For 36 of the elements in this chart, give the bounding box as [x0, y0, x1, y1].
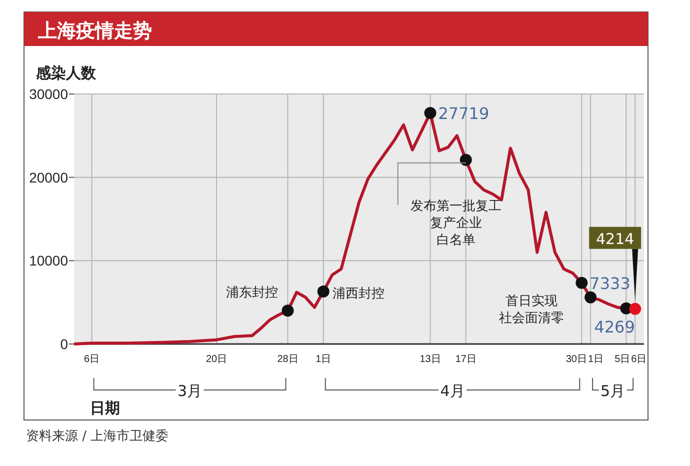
data-label: 7333 — [590, 274, 630, 293]
annotation: 首日实现社会面清零 — [499, 294, 564, 326]
chart-title: 上海疫情走势 — [37, 20, 152, 42]
x-tick-label: 20日 — [206, 354, 228, 365]
y-tick-label: 20000 — [29, 169, 68, 186]
x-tick-label: 1日 — [588, 354, 604, 365]
x-axis-title: 日期 — [90, 399, 120, 417]
data-label: 27719 — [438, 104, 490, 124]
x-tick-label: 30日 — [566, 354, 587, 365]
point — [460, 154, 472, 166]
annotation: 发布第一批复工复产企业白名单 — [410, 198, 502, 248]
x-tick-label: 1日 — [316, 354, 332, 365]
y-axis-title: 感染人数 — [35, 64, 97, 82]
text: 资料来源 / 上海市卫健委 — [26, 429, 169, 444]
point — [424, 107, 436, 120]
text: 5月 — [600, 382, 626, 400]
x-tick-label: 6日 — [631, 354, 647, 365]
y-tick-label: 0 — [60, 336, 68, 352]
x-tick-label: 5日 — [614, 354, 630, 365]
y-tick-label: 30000 — [29, 86, 68, 102]
x-tick-label: 28日 — [277, 354, 298, 365]
data-label: 4269 — [594, 317, 635, 336]
x-tick-label: 6日 — [84, 354, 100, 365]
point — [629, 302, 642, 315]
point — [584, 291, 597, 304]
x-tick-label: 17日 — [455, 354, 476, 365]
point — [282, 304, 294, 317]
point — [317, 286, 330, 298]
annotation: 浦东封控 — [226, 286, 278, 301]
data-label: 4214 — [596, 230, 634, 248]
y-tick-label: 10000 — [29, 252, 68, 269]
annotation: 浦西封控 — [332, 286, 384, 302]
text: 3月 — [178, 382, 202, 400]
point — [576, 276, 588, 289]
x-tick-label: 13日 — [420, 354, 441, 365]
text: 4月 — [440, 382, 465, 400]
